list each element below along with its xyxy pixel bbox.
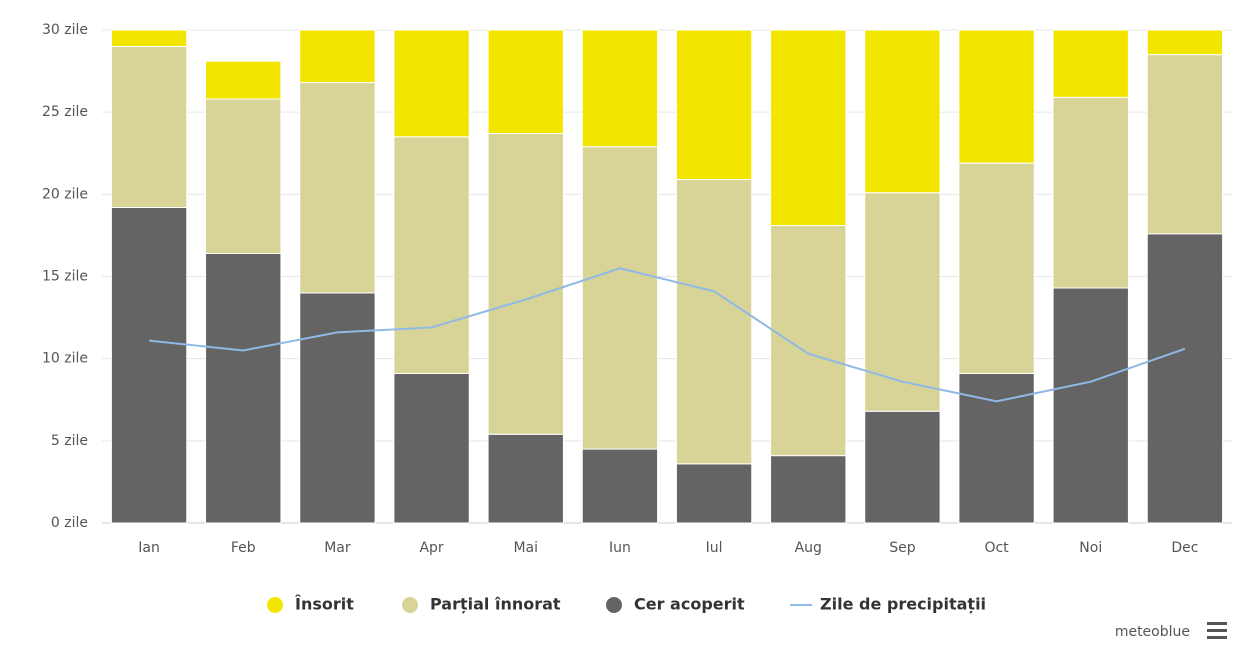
bar-segment (864, 192, 941, 412)
x-tick-label: Iul (706, 540, 723, 556)
bar-segment (487, 433, 564, 524)
x-tick-label: Oct (984, 540, 1009, 556)
bar-segment (770, 225, 847, 457)
x-tick-label: Sep (889, 540, 916, 556)
x-tick-label: Noi (1079, 540, 1102, 556)
credit: meteoblue (1115, 624, 1190, 640)
bar-segment (393, 372, 470, 524)
legend-marker (606, 597, 622, 613)
x-tick-label: Apr (419, 540, 443, 556)
bar-segment (958, 162, 1035, 374)
bar-segment (299, 29, 376, 84)
bar-segment (1052, 287, 1129, 524)
y-tick-label: 10 zile (42, 351, 88, 367)
x-tick-label: Feb (231, 540, 256, 556)
menu-icon[interactable] (1207, 622, 1227, 639)
bar-segment (864, 29, 941, 194)
bar-segment (110, 45, 188, 208)
bar-segment (770, 455, 847, 524)
bar-segment (1146, 54, 1224, 235)
bar-segment (1052, 29, 1129, 98)
bar-segment (205, 98, 282, 254)
x-tick-label: Mar (324, 540, 351, 556)
bar-segment (864, 410, 941, 524)
bar-segment (205, 60, 282, 100)
bar-segment (1146, 29, 1224, 56)
bar-segment (110, 206, 188, 524)
x-tick-label: Iun (609, 540, 631, 556)
x-tick-label: Dec (1171, 540, 1198, 556)
bar-segment (299, 82, 376, 294)
bar-segment (299, 292, 376, 524)
legend-label: Însorit (295, 595, 354, 614)
bar-segment (1052, 96, 1129, 289)
bar-segment (205, 252, 282, 524)
legend-label: Cer acoperit (634, 595, 745, 614)
bar-segment (581, 448, 659, 524)
bar-segment (675, 29, 753, 181)
bar-segment (393, 29, 470, 138)
y-tick-label: 30 zile (42, 22, 88, 38)
y-tick-label: 25 zile (42, 104, 88, 120)
y-tick-label: 15 zile (42, 269, 88, 285)
bar-segment (675, 179, 753, 465)
bar-segment (958, 372, 1035, 524)
line-series (148, 267, 1186, 403)
y-tick-label: 0 zile (51, 515, 88, 531)
bar-segment (110, 29, 188, 47)
bar-segment (958, 29, 1035, 164)
bar-segment (393, 136, 470, 374)
bar-segment (581, 29, 659, 148)
bar-segment (487, 29, 564, 135)
legend-marker (402, 597, 418, 613)
x-tick-label: Mai (513, 540, 538, 556)
legend-marker (267, 597, 283, 613)
y-tick-label: 20 zile (42, 186, 88, 202)
x-tick-label: Ian (138, 540, 160, 556)
legend-label: Parțial înnorat (430, 595, 561, 614)
bar-segment (1146, 233, 1224, 524)
x-tick-label: Aug (795, 540, 822, 556)
bar-segment (770, 29, 847, 227)
bar-segment (487, 133, 564, 435)
y-tick-label: 5 zile (51, 433, 88, 449)
legend-label: Zile de precipitații (820, 595, 986, 614)
bar-segment (581, 146, 659, 450)
bar-segment (675, 463, 753, 524)
